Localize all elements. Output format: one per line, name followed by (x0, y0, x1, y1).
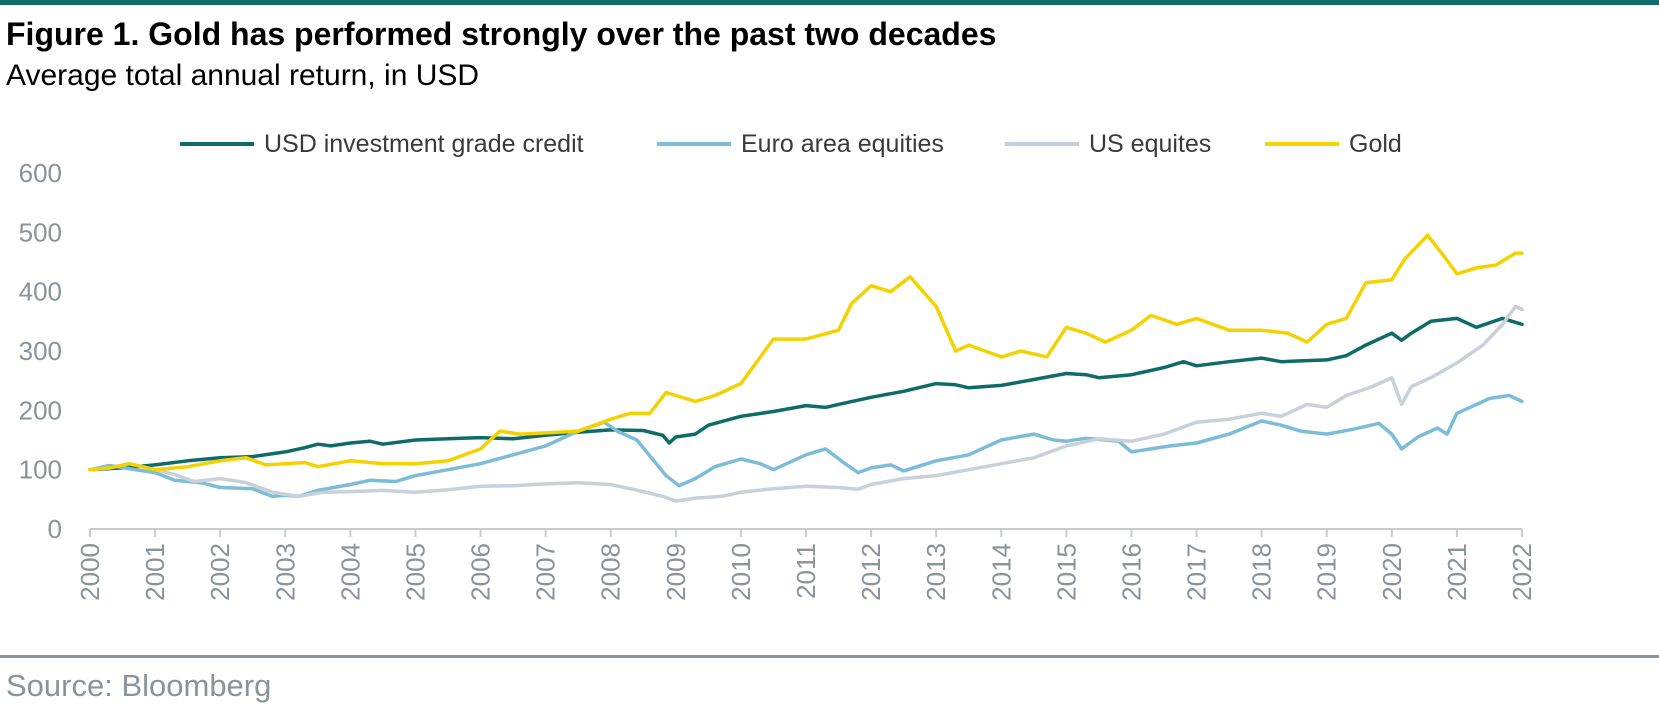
x-tick-label: 2004 (335, 543, 365, 601)
y-tick-label: 0 (48, 514, 62, 544)
legend-label-usd-investment-grade-credit: USD investment grade credit (264, 130, 584, 158)
y-tick-label: 600 (19, 158, 62, 188)
bottom-rule (0, 655, 1659, 658)
x-tick-label: 2015 (1051, 543, 1081, 601)
legend-label-us-equites: US equites (1089, 130, 1211, 158)
x-tick-label: 2018 (1247, 543, 1277, 601)
x-axis: 2000 2001 2002 2003 2004 2005 2006 2007 2008 2009… (75, 529, 1537, 601)
chart-subtitle: Average total annual return, in USD (6, 59, 480, 92)
x-tick-label: 2010 (726, 543, 756, 601)
y-tick-label: 200 (19, 395, 62, 425)
series-line-us-equites (88, 304, 1524, 503)
chart-title: Figure 1. Gold has performed strongly ov… (6, 16, 997, 52)
x-tick-label: 2013 (921, 543, 951, 601)
x-tick-label: 2005 (400, 543, 430, 601)
source-note: Source: Bloomberg (6, 668, 272, 703)
x-tick-label: 2007 (531, 543, 561, 601)
legend: USD investment grade credit Euro area equ… (180, 130, 1402, 158)
x-tick-label: 2006 (466, 543, 496, 601)
y-tick-label: 400 (19, 277, 62, 307)
x-tick-label: 2001 (140, 543, 170, 601)
x-tick-label: 2009 (661, 543, 691, 601)
x-tick-label: 2020 (1377, 543, 1407, 601)
y-tick-label: 300 (19, 336, 62, 366)
series-line-gold (88, 233, 1524, 472)
x-tick-label: 2016 (1116, 543, 1146, 601)
x-tick-label: 2011 (791, 543, 821, 599)
line-chart: USD investment grade credit Euro area equ… (19, 130, 1537, 601)
x-tick-label: 2008 (596, 543, 626, 601)
x-tick-label: 2012 (856, 543, 886, 601)
x-tick-label: 2019 (1312, 543, 1342, 601)
x-tick-label: 2003 (270, 543, 300, 601)
y-tick-label: 100 (19, 455, 62, 485)
series-lines (88, 233, 1524, 503)
series-line-usd-investment-grade-credit (88, 316, 1524, 472)
legend-label-gold: Gold (1349, 130, 1402, 158)
y-tick-label: 500 (19, 217, 62, 247)
x-tick-label: 2017 (1182, 543, 1212, 601)
x-tick-label: 2000 (75, 543, 105, 601)
top-rule (0, 0, 1659, 5)
legend-label-euro-area-equities: Euro area equities (741, 130, 944, 158)
x-tick-label: 2022 (1507, 543, 1537, 601)
series-line-euro-area-equities (88, 393, 1524, 499)
x-tick-label: 2014 (986, 543, 1016, 601)
y-axis: 0 100 200 300 400 500 600 (19, 158, 62, 544)
x-tick-label: 2002 (205, 543, 235, 601)
x-tick-label: 2021 (1442, 543, 1472, 601)
